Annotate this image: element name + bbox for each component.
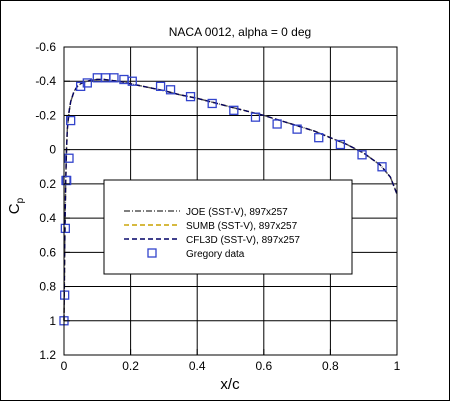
y-tick-label: 1.2 — [39, 348, 56, 362]
gregory-data-point — [314, 133, 324, 143]
legend-entry-label: CFL3D (SST-V), 897x257 — [186, 235, 300, 246]
legend-entry-label: Gregory data — [186, 249, 245, 260]
gregory-data-point — [155, 81, 166, 92]
gregory-data-point — [185, 91, 196, 102]
y-tick-label: 0 — [49, 143, 56, 157]
x-tick-label: 0.2 — [122, 359, 139, 373]
gregory-data-point — [357, 150, 367, 160]
series-lines — [63, 78, 398, 321]
legend-entry-label: SUMB (SST-V), 897x257 — [186, 221, 298, 232]
plot-area-border — [63, 46, 398, 356]
series-line-2 — [63, 78, 398, 321]
x-tick-label: 0.4 — [189, 359, 206, 373]
gregory-data-point — [64, 153, 74, 163]
legend: JOE (SST-V), 897x257 SUMB (SST-V), 897x25… — [103, 179, 353, 275]
y-tick-label: 0.2 — [39, 177, 56, 191]
x-tick-label: 1 — [394, 359, 401, 373]
gregory-data-point — [92, 73, 102, 83]
gregory-data-point — [250, 112, 261, 122]
y-tick-label: 0.8 — [39, 280, 56, 294]
y-axis-title-subscript: p — [15, 197, 26, 203]
gregory-data-point — [292, 124, 302, 134]
x-axis-ticks: 0 0.2 0.4 0.6 0.8 1 — [61, 349, 401, 373]
gregory-data-point — [377, 162, 387, 172]
gregory-data-point — [66, 115, 76, 126]
x-tick-label: 0 — [61, 359, 68, 373]
y-axis-ticks: -0.6 -0.4 -0.2 0 0.2 0.4 0.6 0.8 1 1.2 — [35, 40, 70, 362]
x-tick-label: 0.6 — [255, 359, 272, 373]
gregory-data-point — [165, 85, 176, 95]
legend-swatch-marker — [147, 248, 157, 258]
gregory-data-point — [82, 78, 92, 88]
y-tick-label: 0.4 — [39, 211, 56, 225]
gregory-data-point — [207, 98, 217, 109]
x-axis-title: x/c — [220, 376, 240, 393]
data-markers — [59, 73, 387, 326]
y-tick-label: 1 — [49, 314, 56, 328]
y-tick-label: 0.6 — [39, 245, 56, 259]
y-axis-title: Cp — [6, 197, 26, 214]
legend-entry-label: JOE (SST-V), 897x257 — [186, 207, 288, 218]
gregory-data-point — [335, 139, 346, 150]
gregory-data-point — [62, 175, 72, 186]
y-tick-label: -0.4 — [35, 74, 56, 88]
gregory-data-point — [109, 73, 119, 83]
legend-box — [103, 179, 353, 275]
gregory-data-point — [229, 105, 239, 115]
y-axis-title-group: Cp — [6, 197, 26, 214]
gregory-data-point — [60, 223, 70, 234]
gregory-data-point — [127, 76, 137, 86]
y-tick-label: -0.6 — [35, 40, 56, 54]
gregory-data-point — [60, 290, 70, 300]
y-tick-label: -0.2 — [35, 108, 56, 122]
series-line-0 — [63, 78, 398, 321]
x-tick-label: 0.8 — [322, 359, 339, 373]
chart-title: NACA 0012, alpha = 0 deg — [169, 25, 311, 39]
y-axis-title-main: C — [6, 203, 23, 214]
gregory-data-point — [272, 119, 282, 129]
